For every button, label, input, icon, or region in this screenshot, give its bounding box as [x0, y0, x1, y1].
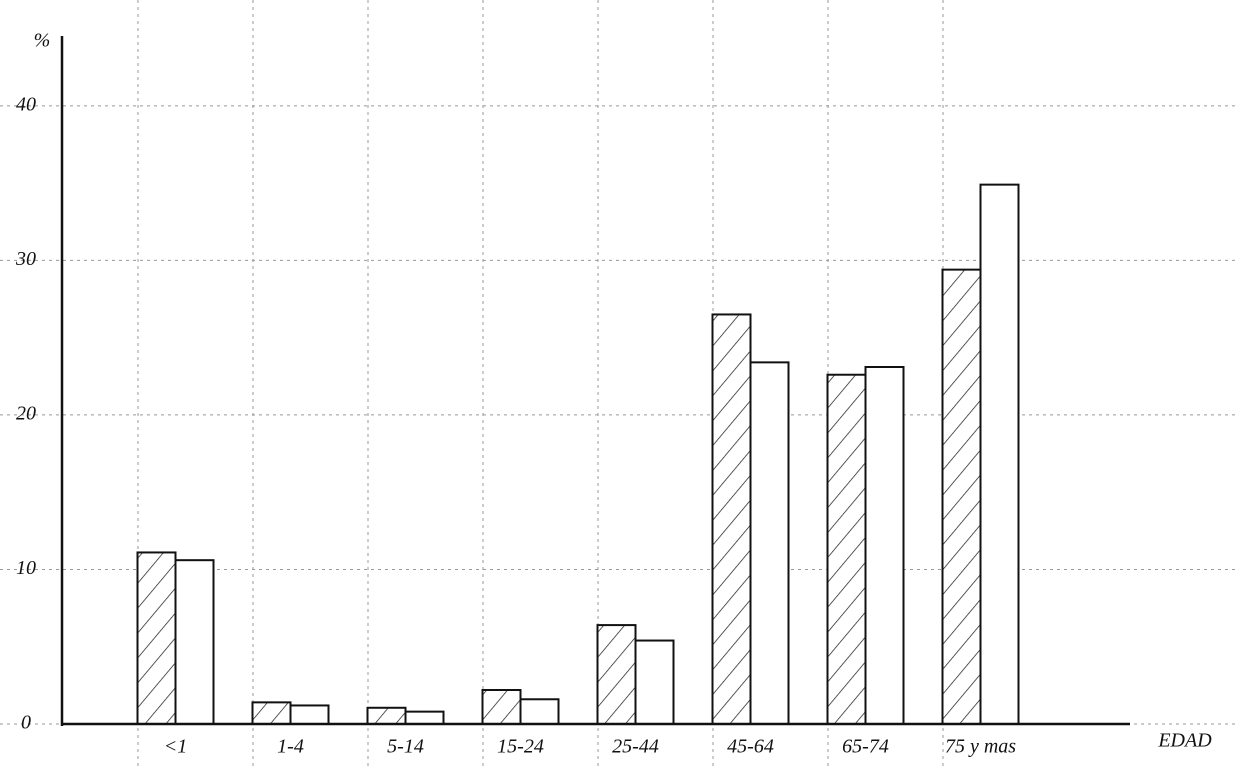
x-tick-label: 1-4	[277, 736, 304, 758]
bar	[136, 551, 177, 725]
bar	[941, 268, 982, 725]
x-tick-label: 25-44	[612, 736, 659, 758]
bar	[366, 706, 407, 725]
bar	[174, 559, 215, 725]
bar	[826, 373, 867, 725]
bar	[519, 698, 560, 725]
bar	[481, 689, 522, 725]
x-tick-label: <1	[164, 736, 188, 758]
x-tick-label: 65-74	[842, 736, 889, 758]
y-axis-label: %	[34, 30, 51, 52]
bar	[251, 701, 292, 726]
bar	[289, 704, 330, 725]
y-tick-label: 30	[15, 248, 36, 270]
x-tick-label: 15-24	[497, 736, 544, 758]
x-axis-label: EDAD	[1157, 730, 1212, 752]
bar	[979, 183, 1020, 726]
x-tick-label: 45-64	[727, 736, 774, 758]
x-tick-label: 5-14	[387, 736, 424, 758]
bar	[711, 313, 752, 725]
bar	[404, 710, 445, 725]
y-tick-label: 10	[16, 557, 36, 579]
bar-layer	[136, 183, 1020, 726]
bar	[864, 366, 905, 725]
y-tick-label: 40	[16, 93, 36, 115]
y-tick-label: 0	[21, 712, 31, 734]
bar	[749, 361, 790, 725]
x-tick-label: 75 y mas	[945, 736, 1016, 758]
y-tick-label: 20	[16, 403, 36, 425]
bar	[634, 639, 675, 726]
bar	[596, 624, 637, 725]
